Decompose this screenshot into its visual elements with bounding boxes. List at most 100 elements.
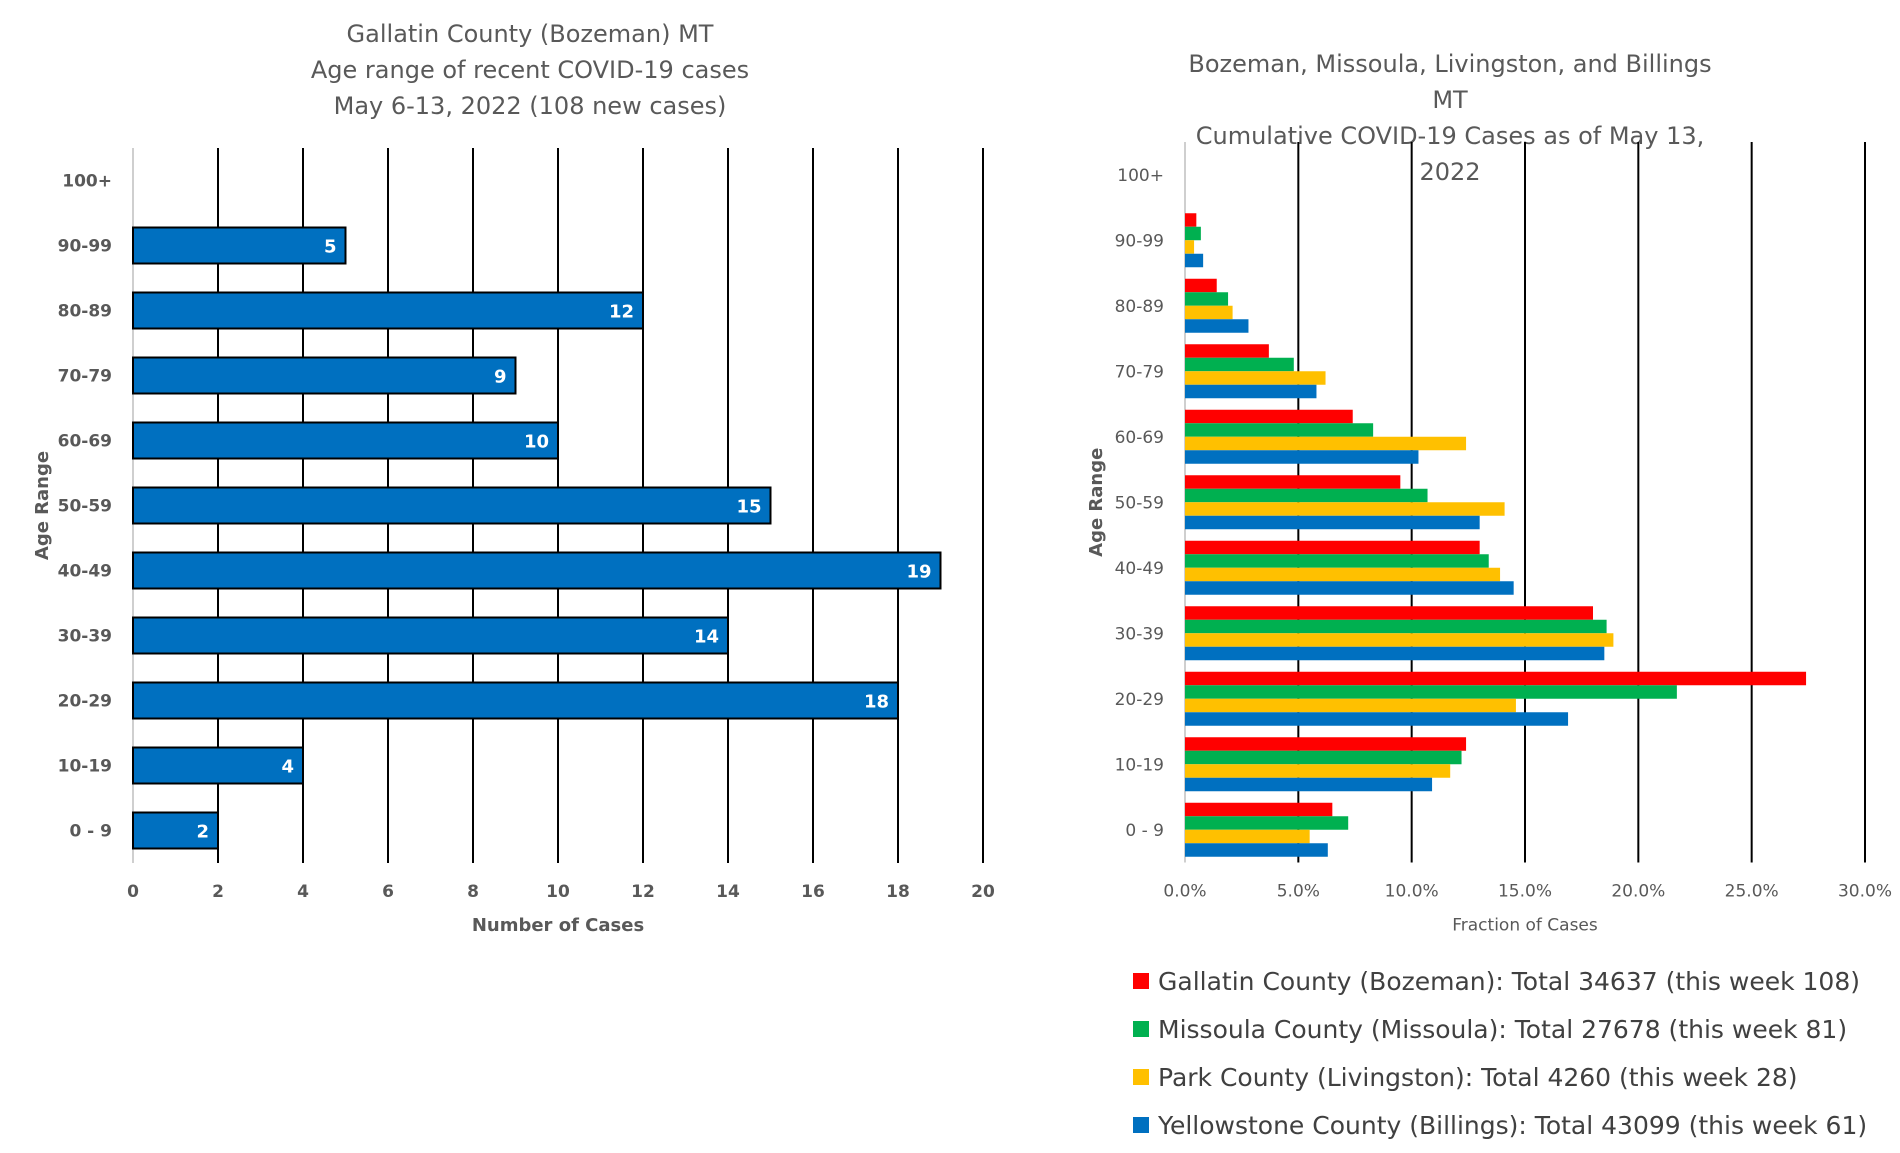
right-chart-subtitle-1: Cumulative COVID-19 Cases as of May 13, … xyxy=(1195,122,1705,186)
bar xyxy=(132,291,644,330)
x-tick-label: 4 xyxy=(297,882,309,902)
bar xyxy=(132,421,559,460)
bar xyxy=(132,616,729,655)
y-tick-label: 10-19 xyxy=(58,757,112,777)
right-chart-title-block: Bozeman, Missoula, Livingston, and Billi… xyxy=(1170,46,1730,190)
right-chart-panel: Bozeman, Missoula, Livingston, and Billi… xyxy=(1060,0,1900,1153)
legend-label-missoula: Missoula County (Missoula): Total 27678 … xyxy=(1158,1014,1848,1044)
bar xyxy=(1185,384,1317,399)
y-tick-label: 100+ xyxy=(62,172,112,192)
bar xyxy=(1185,829,1310,844)
legend-swatch-missoula xyxy=(1133,1021,1149,1037)
y-tick-label: 90-99 xyxy=(1115,231,1164,251)
data-label: 12 xyxy=(609,302,634,323)
x-axis-title: Number of Cases xyxy=(472,915,644,936)
y-tick-label: 100+ xyxy=(1117,166,1164,186)
bar xyxy=(1185,436,1467,451)
x-tick-label: 15.0% xyxy=(1498,882,1552,902)
legend-item-park: Park County (Livingston): Total 4260 (th… xyxy=(1133,1053,1867,1101)
bar xyxy=(1185,606,1593,620)
bar xyxy=(1185,213,1197,227)
data-label: 9 xyxy=(494,367,507,388)
bar xyxy=(1185,619,1607,634)
legend-label-yellowstone: Yellowstone County (Billings): Total 430… xyxy=(1158,1110,1868,1140)
y-tick-label: 20-29 xyxy=(58,692,112,712)
bar xyxy=(1185,409,1353,424)
y-tick-label: 40-49 xyxy=(58,562,112,582)
x-tick-label: 0.0% xyxy=(1163,882,1206,902)
bar xyxy=(1185,475,1401,489)
bar xyxy=(1185,581,1514,595)
bar xyxy=(1185,450,1419,464)
x-tick-label: 10 xyxy=(546,882,570,902)
x-tick-label: 30.0% xyxy=(1838,882,1892,902)
data-label: 18 xyxy=(864,692,889,713)
y-tick-label: 70-79 xyxy=(58,367,112,387)
data-label: 4 xyxy=(281,757,294,778)
x-tick-label: 6 xyxy=(382,882,394,902)
legend-item-yellowstone: Yellowstone County (Billings): Total 430… xyxy=(1133,1101,1867,1149)
bar xyxy=(1185,502,1505,516)
bar xyxy=(1185,423,1374,437)
left-bar-chart: 0 2 4 6 8 10 12 14 16 18 20 0 - 9 2 10-19 4 20-29 18 30-3… xyxy=(32,148,995,936)
bar xyxy=(1185,371,1326,385)
left-chart-subtitle-2: May 6-13, 2022 (108 new cases) xyxy=(333,92,727,120)
bar xyxy=(1185,567,1501,582)
x-tick-label: 14 xyxy=(716,882,740,902)
legend-swatch-park xyxy=(1133,1069,1149,1085)
y-tick-label: 70-79 xyxy=(1115,362,1164,382)
y-tick-label: 60-69 xyxy=(1115,428,1164,448)
right-chart-legend: Gallatin County (Bozeman): Total 34637 (… xyxy=(1133,957,1867,1149)
right-grouped-bar-chart: 0.0% 5.0% 10.0% 15.0% 20.0% 25.0% 30.0% 0 - 9 10… xyxy=(1086,142,1892,936)
x-tick-label: 10.0% xyxy=(1385,882,1439,902)
legend-swatch-gallatin xyxy=(1133,973,1149,989)
bar xyxy=(1185,816,1349,830)
bar xyxy=(1185,344,1269,358)
x-tick-label: 5.0% xyxy=(1277,882,1320,902)
right-chart-title: Bozeman, Missoula, Livingston, and Billi… xyxy=(1188,50,1712,114)
bar xyxy=(1185,737,1467,751)
y-tick-label: 30-39 xyxy=(1115,624,1164,644)
x-axis-title: Fraction of Cases xyxy=(1452,916,1598,936)
bar xyxy=(132,486,772,525)
bar xyxy=(1185,698,1516,713)
bar xyxy=(1185,540,1480,555)
bar xyxy=(1185,554,1489,568)
left-chart-panel: Gallatin County (Bozeman) MT Age range o… xyxy=(32,16,995,936)
left-chart-title-block: Gallatin County (Bozeman) MT Age range o… xyxy=(250,16,810,124)
bar xyxy=(1185,671,1807,686)
bar xyxy=(1185,488,1428,503)
data-label: 14 xyxy=(694,627,719,648)
y-tick-label: 50-59 xyxy=(58,497,112,517)
bar xyxy=(1185,750,1462,765)
bar xyxy=(1185,764,1451,778)
bar xyxy=(1185,777,1433,792)
bar xyxy=(132,811,219,850)
y-tick-label: 30-39 xyxy=(58,627,112,647)
bar xyxy=(1185,278,1217,293)
data-label: 5 xyxy=(324,237,337,258)
y-tick-label: 60-69 xyxy=(58,432,112,452)
y-tick-label: 80-89 xyxy=(58,302,112,322)
x-tick-label: 20 xyxy=(971,882,995,902)
legend-label-park: Park County (Livingston): Total 4260 (th… xyxy=(1158,1062,1798,1092)
bar xyxy=(1185,240,1195,254)
y-tick-label: 20-29 xyxy=(1115,690,1164,710)
x-tick-label: 16 xyxy=(801,882,825,902)
bar xyxy=(1185,305,1233,320)
bar xyxy=(1185,802,1333,817)
bar xyxy=(1185,292,1229,306)
bar xyxy=(1185,633,1614,647)
bar xyxy=(1185,515,1480,530)
bar xyxy=(1185,226,1201,241)
y-tick-label: 10-19 xyxy=(1115,755,1164,775)
legend-item-gallatin: Gallatin County (Bozeman): Total 34637 (… xyxy=(1133,957,1867,1005)
bar xyxy=(1185,253,1204,268)
x-tick-label: 12 xyxy=(631,882,655,902)
data-label: 10 xyxy=(524,432,549,453)
bar xyxy=(1185,646,1605,661)
data-label: 19 xyxy=(906,562,931,583)
y-tick-label: 40-49 xyxy=(1115,559,1164,579)
bar xyxy=(1185,319,1249,333)
bar xyxy=(1185,712,1569,726)
